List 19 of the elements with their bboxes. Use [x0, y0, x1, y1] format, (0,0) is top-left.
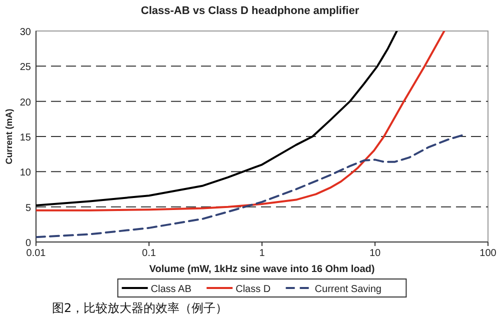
- y-tick-label: 25: [20, 62, 32, 74]
- x-tick-label: 0.1: [142, 248, 156, 259]
- x-tick-label: 1: [259, 248, 266, 259]
- chart-title: Class-AB vs Class D headphone amplifier: [140, 5, 360, 17]
- x-tick-label: 0.01: [26, 248, 46, 259]
- legend-label: Current Saving: [314, 284, 382, 295]
- x-tick-label: 100: [480, 248, 497, 259]
- y-tick-label: 0: [25, 238, 32, 249]
- legend-label: Class D: [236, 284, 271, 295]
- x-axis-title: Volume (mW, 1kHz sine wave into 16 Ohm load): [149, 264, 375, 275]
- y-tick-label: 20: [20, 97, 32, 108]
- y-tick-label: 10: [20, 168, 32, 179]
- y-axis-title: Current (mA): [4, 108, 14, 164]
- legend-label: Class AB: [150, 284, 192, 295]
- caption: 图2，比较放大器的效率（例子）: [52, 301, 228, 315]
- y-tick-label: 5: [25, 202, 32, 214]
- y-tick-label: 30: [20, 27, 32, 38]
- y-tick-label: 15: [20, 132, 32, 144]
- x-tick-label: 10: [369, 248, 381, 259]
